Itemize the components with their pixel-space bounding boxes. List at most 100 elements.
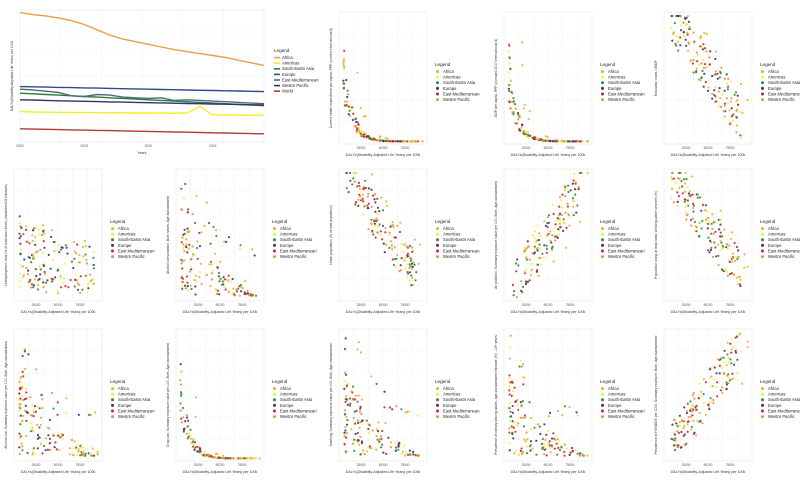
data-point xyxy=(529,440,533,443)
data-point xyxy=(185,286,188,289)
x-tick-label: 2000 xyxy=(16,144,24,148)
data-point xyxy=(187,247,190,250)
data-point xyxy=(215,234,218,238)
data-point xyxy=(511,432,514,435)
data-point xyxy=(343,387,346,390)
data-point xyxy=(365,135,368,138)
data-point xyxy=(356,71,359,74)
data-point xyxy=(686,420,689,423)
data-point xyxy=(554,435,557,438)
data-point xyxy=(515,122,518,125)
data-point xyxy=(191,213,194,216)
data-point xyxy=(568,224,571,227)
data-point xyxy=(685,44,688,47)
data-point xyxy=(713,366,716,369)
data-point xyxy=(514,262,518,265)
data-point xyxy=(512,113,515,116)
legend-key-5 xyxy=(601,255,604,259)
data-point xyxy=(678,414,681,417)
chart-panel-4: Unemployment, total (% of total labor fo… xyxy=(0,165,155,315)
legend-key-2 xyxy=(111,238,114,242)
data-point xyxy=(52,434,55,437)
data-point xyxy=(530,262,533,265)
data-point xyxy=(345,384,349,387)
data-point xyxy=(18,280,21,283)
legend-label-0: Africa xyxy=(280,226,291,231)
data-point xyxy=(554,438,557,441)
data-point xyxy=(678,186,681,189)
data-point xyxy=(572,205,575,208)
data-point xyxy=(34,226,38,229)
data-point xyxy=(180,241,183,244)
data-point xyxy=(28,280,31,283)
data-point xyxy=(410,267,413,270)
data-point xyxy=(243,291,246,294)
data-point xyxy=(217,275,220,278)
data-point xyxy=(708,402,711,405)
data-point xyxy=(60,432,63,436)
data-point xyxy=(379,139,382,142)
data-point xyxy=(413,263,416,266)
data-point xyxy=(736,358,739,361)
data-point xyxy=(376,218,379,221)
data-point xyxy=(25,228,28,231)
data-point xyxy=(392,225,395,228)
data-point xyxy=(536,224,539,227)
data-point xyxy=(192,443,195,446)
data-point xyxy=(362,449,365,452)
legend-label-5: Westrn Pacific xyxy=(280,414,307,419)
data-point xyxy=(342,60,345,63)
data-point xyxy=(534,241,538,244)
data-point xyxy=(186,285,189,288)
data-point xyxy=(686,186,689,189)
data-point xyxy=(345,187,348,190)
data-point xyxy=(557,214,560,217)
data-point xyxy=(347,191,350,194)
data-point xyxy=(46,426,49,429)
data-point xyxy=(22,274,25,277)
data-point xyxy=(563,454,566,457)
data-point xyxy=(556,437,559,441)
data-point xyxy=(687,20,690,23)
data-point xyxy=(198,245,202,248)
legend-key-5 xyxy=(436,415,439,419)
data-point xyxy=(232,287,235,290)
data-point xyxy=(563,405,566,408)
data-point xyxy=(353,180,356,183)
data-point xyxy=(685,409,688,412)
data-point xyxy=(558,440,561,443)
data-point xyxy=(533,245,536,248)
data-point xyxy=(699,36,702,40)
data-point xyxy=(188,243,191,246)
data-point xyxy=(536,263,540,266)
data-point xyxy=(34,251,38,254)
data-point xyxy=(512,394,515,398)
data-point xyxy=(377,442,380,445)
data-point xyxy=(681,427,684,430)
legend-title: Legend xyxy=(600,219,616,224)
data-point xyxy=(413,238,416,241)
data-point xyxy=(360,412,363,416)
data-point xyxy=(215,229,218,232)
data-point xyxy=(253,294,256,297)
data-point xyxy=(386,204,389,207)
legend-key-1 xyxy=(601,392,604,396)
data-point xyxy=(534,136,537,139)
data-point xyxy=(535,239,538,242)
y-axis-label: Population using at least basic drinking… xyxy=(654,191,658,279)
data-point xyxy=(702,43,705,46)
data-point xyxy=(39,248,42,251)
data-point xyxy=(517,113,520,116)
data-point xyxy=(214,288,218,291)
data-point xyxy=(524,440,527,443)
data-point xyxy=(546,222,549,225)
x-tick-label: 75000 xyxy=(566,303,575,307)
data-point xyxy=(512,100,515,103)
data-point xyxy=(222,276,225,279)
data-point xyxy=(514,400,517,403)
data-point xyxy=(562,221,565,224)
data-point xyxy=(398,270,401,273)
data-point xyxy=(356,348,359,351)
